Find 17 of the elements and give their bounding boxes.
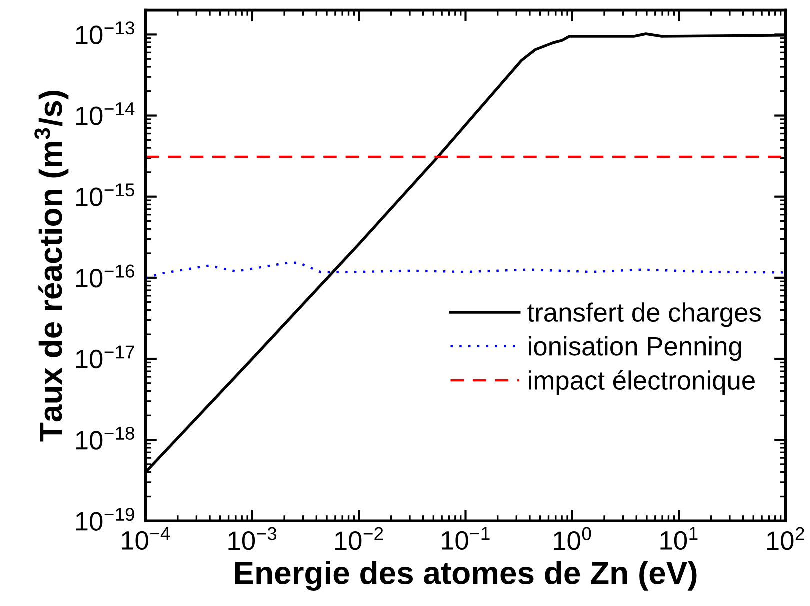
legend-label: ionisation Penning <box>529 336 742 362</box>
y-tick-label: 10$^{−16}$ <box>76 264 134 288</box>
x-tick-label: 10$^{−1}$ <box>442 527 490 550</box>
y-axis-title: Taux de réaction (m$^{3}$/s) <box>34 91 69 442</box>
y-tick-label: 10$^{−14}$ <box>76 102 135 126</box>
x-tick-label: 10$^{1}$ <box>660 527 698 550</box>
x-tick-label: 10$^{2}$ <box>767 527 804 550</box>
legend-label: impact électronique <box>529 370 755 396</box>
legend-label: transfert de charges <box>528 302 762 328</box>
y-tick-label: 10$^{−15}$ <box>76 184 134 206</box>
y-tick-label: 10$^{−17}$ <box>76 346 134 369</box>
x-axis-title: Energie des atomes de Zn (eV) <box>235 561 697 591</box>
y-tick-label: 10$^{−13}$ <box>76 22 134 44</box>
x-tick-label: 10$^{−2}$ <box>335 527 384 550</box>
x-tick-label: 10$^{0}$ <box>554 527 592 550</box>
x-tick-label: 10$^{−3}$ <box>228 527 277 550</box>
y-tick-label: 10$^{−18}$ <box>76 426 134 450</box>
